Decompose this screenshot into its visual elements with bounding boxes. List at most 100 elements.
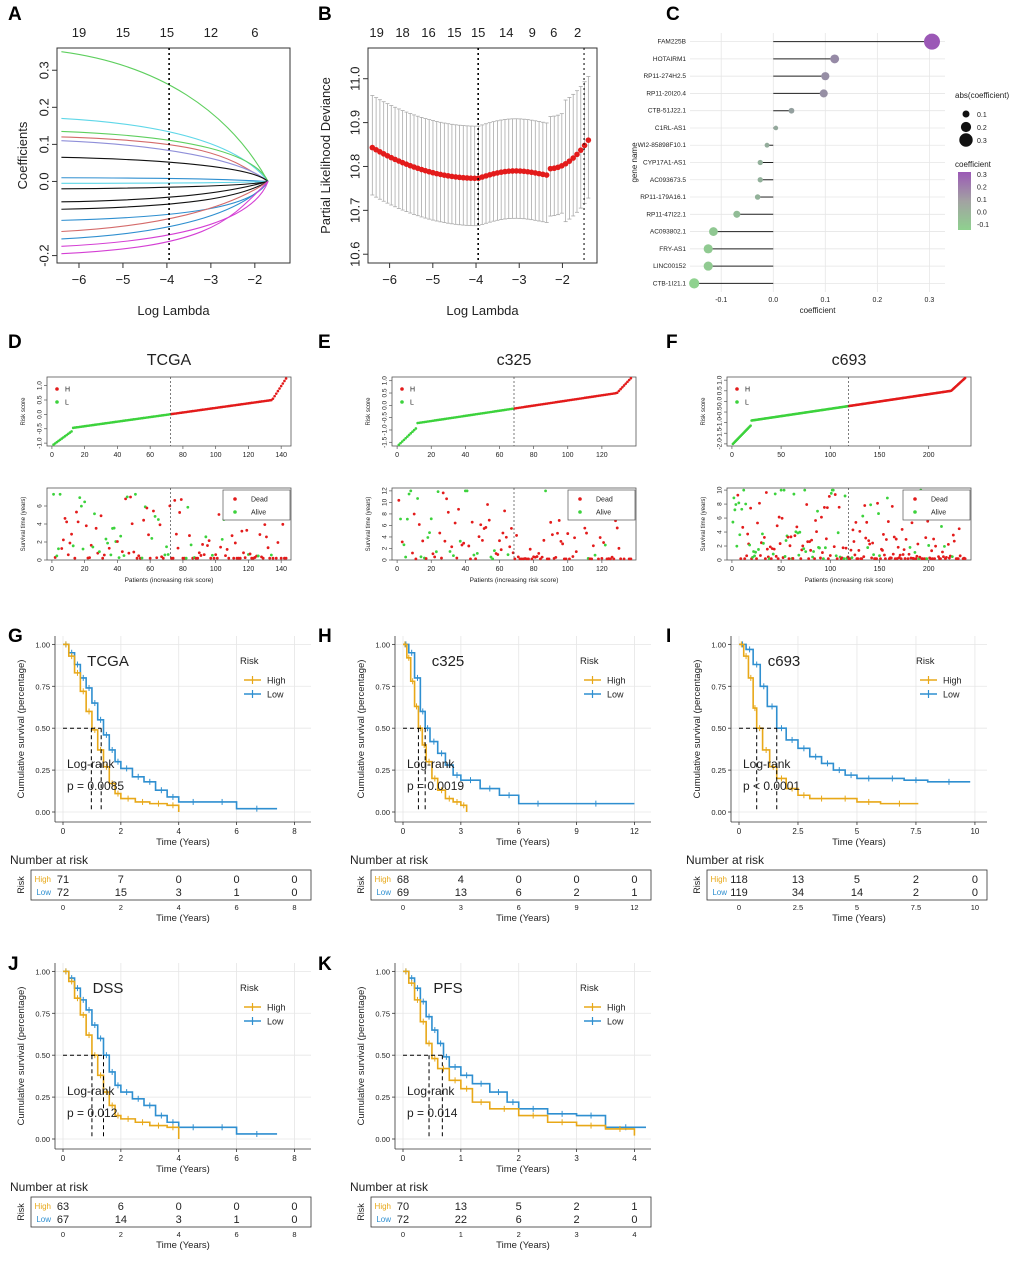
y-tick-label: 1.00 bbox=[375, 640, 390, 649]
risk-cell: 5 bbox=[854, 874, 860, 886]
x-tick-label: 40 bbox=[461, 452, 469, 459]
coef-path bbox=[61, 180, 269, 233]
survival-point bbox=[161, 556, 165, 560]
survival-point bbox=[540, 555, 544, 559]
survival-point bbox=[232, 556, 236, 560]
survival-point bbox=[150, 536, 154, 540]
x-tick-label: −4 bbox=[159, 272, 174, 287]
survival-point bbox=[789, 535, 793, 539]
y-tick-label: 0.3 bbox=[36, 61, 51, 79]
chart-title: TCGA bbox=[87, 653, 129, 670]
survival-point bbox=[815, 530, 818, 534]
survival-point bbox=[204, 535, 208, 539]
risk-cell: 0 bbox=[234, 874, 240, 886]
logrank-label: Log-rank bbox=[67, 1084, 115, 1098]
survival-point bbox=[446, 510, 450, 514]
chart-title: PFS bbox=[433, 980, 462, 997]
survival-point bbox=[135, 556, 139, 560]
survival-point bbox=[934, 544, 937, 548]
legend-label: High bbox=[607, 1003, 626, 1013]
x-tick-label: 0 bbox=[395, 566, 399, 573]
survival-point bbox=[405, 517, 409, 521]
gene-label: C1RL-AS1 bbox=[655, 125, 686, 132]
y-tick-label: 0.0 bbox=[382, 400, 389, 409]
legend-dot bbox=[735, 400, 739, 404]
y-tick-label: 0.75 bbox=[35, 682, 50, 691]
survival-point bbox=[583, 526, 587, 530]
survival-point bbox=[774, 554, 778, 558]
survival-point bbox=[809, 548, 813, 552]
p-value: p = 0.0019 bbox=[407, 779, 464, 793]
risk-point bbox=[283, 379, 286, 383]
survival-point bbox=[550, 533, 554, 537]
y-tick-label: 0.5 bbox=[717, 386, 724, 395]
x-axis-label: Patients (increasing risk score) bbox=[805, 577, 894, 584]
lollipop-point bbox=[773, 125, 779, 131]
y-tick-label: 0.1 bbox=[36, 135, 51, 153]
panel-a-chart: −6 −5 −4 −3 −2 -0.2 0.0 0.1 0.2 0.3 19 15 15 12 6 Log L… bbox=[15, 25, 291, 318]
x-axis-label: Log Lambda bbox=[137, 303, 210, 318]
x-tick-label: 80 bbox=[179, 566, 187, 573]
legend-size-dot bbox=[962, 110, 970, 118]
survival-point bbox=[137, 554, 141, 558]
y-tick-label: 2 bbox=[382, 546, 389, 550]
survival-point bbox=[68, 541, 72, 545]
logrank-label: Log-rank bbox=[407, 757, 455, 771]
y-tick-label: 0.25 bbox=[375, 1093, 390, 1102]
panel-letter-G: G bbox=[8, 626, 23, 647]
survival-point bbox=[122, 554, 126, 558]
survival-point bbox=[861, 514, 865, 518]
x-tick-label: 4 bbox=[176, 1154, 181, 1163]
survival-point bbox=[597, 557, 600, 561]
survival-point bbox=[568, 557, 571, 561]
risk-point bbox=[70, 430, 73, 433]
legend-box bbox=[222, 489, 291, 521]
survival-point bbox=[101, 556, 105, 560]
survival-point bbox=[243, 556, 247, 560]
survival-point bbox=[844, 546, 848, 550]
survival-point bbox=[761, 532, 764, 536]
risk-point bbox=[407, 433, 411, 437]
survival-point bbox=[426, 536, 430, 539]
survival-point bbox=[858, 529, 862, 533]
legend-label: Low bbox=[267, 1017, 284, 1027]
legend-colorbar bbox=[958, 172, 971, 230]
panel-letter-F: F bbox=[666, 332, 678, 353]
survival-point bbox=[225, 548, 229, 551]
survival-point bbox=[441, 491, 445, 495]
survival-point bbox=[475, 551, 479, 555]
survival-point bbox=[906, 557, 910, 561]
risk-x-tick-label: 3 bbox=[459, 903, 463, 912]
y-axis-label: Cumulative survival (percentage) bbox=[356, 987, 367, 1126]
x-tick-label: 6 bbox=[516, 827, 521, 836]
y-tick-label: 0.5 bbox=[382, 388, 389, 397]
risk-table-title: Number at risk bbox=[350, 1180, 429, 1194]
chart-title: c693 bbox=[768, 653, 801, 670]
survival-point bbox=[751, 555, 754, 559]
survival-point bbox=[784, 539, 788, 542]
survival-point bbox=[741, 525, 745, 529]
survival-point bbox=[952, 539, 956, 543]
survival-point bbox=[795, 525, 799, 529]
gene-label: RP11-20I20.4 bbox=[646, 90, 686, 97]
top-tick-label: 15 bbox=[471, 25, 485, 40]
risk-point bbox=[406, 435, 409, 438]
risk-row-label: Low bbox=[712, 888, 727, 897]
risk-x-tick-label: 0 bbox=[737, 903, 741, 912]
x-tick-label: 40 bbox=[114, 452, 122, 459]
survival-point bbox=[165, 545, 168, 549]
survival-point bbox=[431, 552, 435, 556]
survival-point bbox=[735, 544, 739, 548]
survival-point bbox=[202, 553, 206, 557]
risk-cell: 72 bbox=[397, 1214, 409, 1226]
risk-table-frame bbox=[706, 869, 988, 901]
legend-label: H bbox=[745, 387, 750, 394]
logrank-label: Log-rank bbox=[407, 1084, 455, 1098]
survival-point bbox=[434, 550, 438, 554]
survival-point bbox=[745, 554, 749, 558]
risk-point bbox=[629, 376, 633, 380]
survival-point bbox=[402, 543, 406, 547]
survival-point bbox=[564, 557, 568, 561]
survival-point bbox=[823, 546, 827, 550]
survival-point bbox=[166, 553, 170, 556]
